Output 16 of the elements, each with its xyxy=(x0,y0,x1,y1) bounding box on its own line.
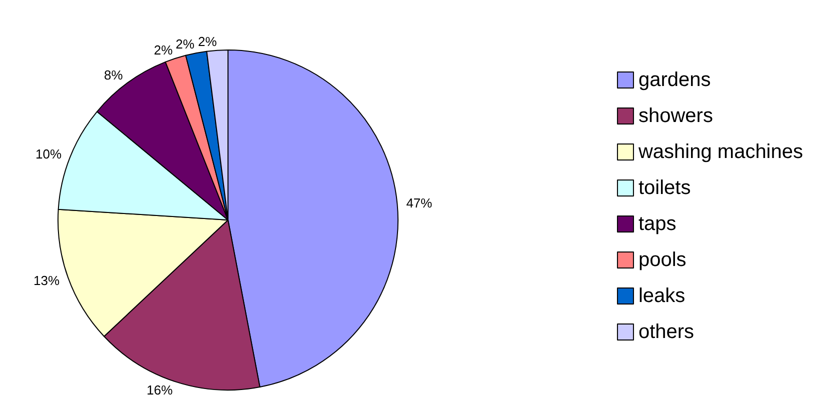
legend-label: gardens xyxy=(638,69,711,91)
legend-label: others xyxy=(638,321,694,343)
legend-label: showers xyxy=(638,105,713,127)
legend-label: leaks xyxy=(638,285,686,307)
legend-label: toilets xyxy=(638,177,691,199)
legend-label: washing machines xyxy=(637,141,803,163)
data-label: 8% xyxy=(104,68,124,83)
legend-label: taps xyxy=(638,213,676,235)
data-label: 16% xyxy=(146,382,174,398)
data-label: 2% xyxy=(198,34,218,49)
data-label: 2% xyxy=(176,36,195,52)
data-label: 13% xyxy=(34,273,60,288)
legend-label: pools xyxy=(638,249,686,271)
data-label: 47% xyxy=(406,196,433,211)
data-label: 10% xyxy=(36,146,62,162)
data-label: 2% xyxy=(154,42,174,58)
